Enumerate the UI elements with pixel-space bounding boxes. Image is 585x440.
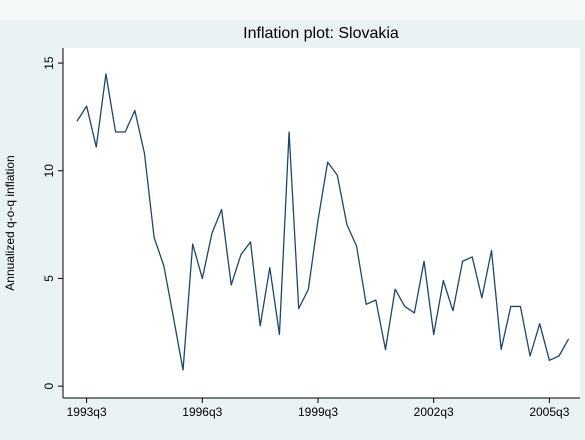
- y-tick-label: 15: [42, 56, 56, 70]
- x-tick-label: 1993q3: [67, 405, 107, 419]
- x-tick-label: 2005q3: [529, 405, 569, 419]
- plot-area: [63, 48, 580, 398]
- top-strip: [0, 0, 585, 20]
- y-tick-label: 5: [42, 275, 56, 282]
- x-tick-label: 2002q3: [414, 405, 454, 419]
- y-tick-label: 10: [42, 164, 56, 178]
- y-tick-label: 0: [42, 382, 56, 389]
- line-series: [76, 73, 570, 371]
- x-tick-label: 1999q3: [298, 405, 338, 419]
- y-axis-title: Annualized q-o-q inflation: [3, 155, 17, 290]
- chart-title: Inflation plot: Slovakia: [243, 25, 399, 42]
- x-tick-label: 1996q3: [182, 405, 222, 419]
